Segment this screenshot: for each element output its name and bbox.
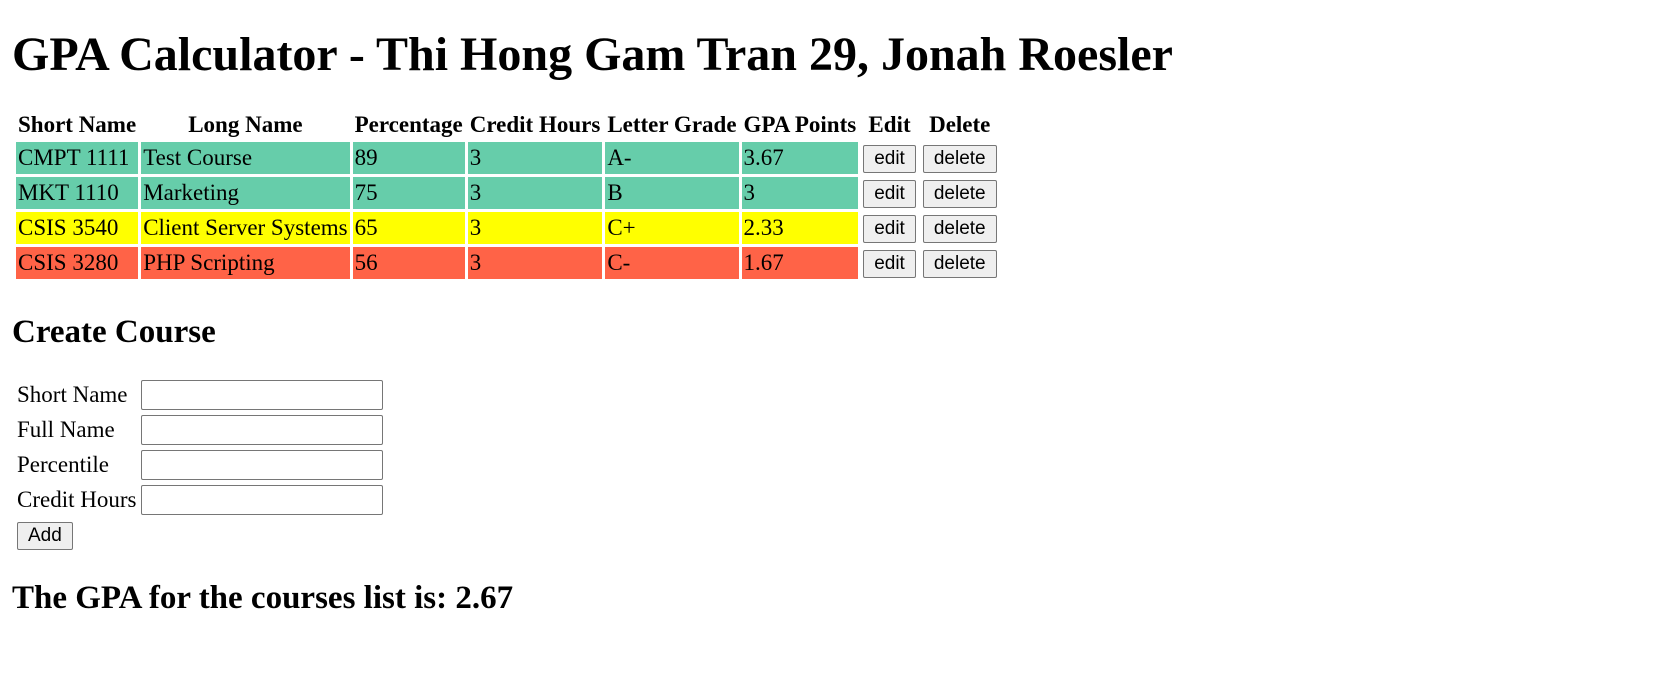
cell-gpa-points: 2.33 (741, 212, 859, 245)
edit-cell: edit (861, 212, 918, 244)
table-row: CSIS 3540 Client Server Systems 65 3 C+ … (16, 212, 999, 245)
delete-button[interactable]: delete (922, 144, 997, 173)
create-course-form: Short Name Full Name Percentile Credit H… (13, 376, 387, 554)
delete-cell: delete (921, 142, 999, 174)
edit-button[interactable]: edit (863, 214, 916, 243)
delete-button[interactable]: delete (922, 214, 997, 243)
delete-button[interactable]: delete (922, 249, 997, 278)
cell-gpa-points: 3 (741, 177, 859, 210)
table-row: CSIS 3280 PHP Scripting 56 3 C- 1.67 edi… (16, 247, 999, 280)
header-delete: Delete (929, 112, 991, 138)
add-button[interactable]: Add (17, 521, 73, 550)
cell-credit-hours: 3 (467, 142, 603, 175)
cell-percentage: 65 (352, 212, 465, 245)
short-name-label: Short Name (17, 382, 128, 408)
edit-cell: edit (861, 142, 918, 174)
cell-percentage: 89 (352, 142, 465, 175)
add-button-cell: Add (16, 519, 137, 551)
cell-long-name: Marketing (141, 177, 350, 210)
cell-gpa-points: 1.67 (741, 247, 859, 280)
header-long-name: Long Name (188, 112, 303, 138)
cell-short-name: CSIS 3280 (16, 247, 139, 280)
gpa-summary: The GPA for the courses list is: 2.67 (12, 580, 514, 617)
credit-hours-input-cell (140, 484, 384, 516)
page-title: GPA Calculator - Thi Hong Gam Tran 29, J… (12, 28, 1173, 81)
cell-gpa-points: 3.67 (741, 142, 859, 175)
header-edit: Edit (868, 112, 911, 138)
table-row: MKT 1110 Marketing 75 3 B 3 edit delete (16, 177, 999, 210)
cell-long-name: Test Course (141, 142, 350, 175)
cell-short-name: MKT 1110 (16, 177, 139, 210)
credit-hours-input[interactable] (141, 485, 384, 516)
edit-cell: edit (861, 177, 918, 209)
cell-long-name: PHP Scripting (141, 247, 350, 280)
table-header-row: Short Name Long Name Percentage Credit H… (16, 111, 999, 139)
form-row-submit: Add (16, 519, 384, 551)
form-row-full-name: Full Name (16, 414, 384, 446)
delete-button[interactable]: delete (922, 179, 997, 208)
edit-button[interactable]: edit (863, 249, 916, 278)
cell-short-name: CMPT 1111 (16, 142, 139, 175)
short-name-input-cell (140, 379, 384, 411)
cell-credit-hours: 3 (467, 177, 603, 210)
cell-letter-grade: C- (605, 247, 739, 280)
cell-letter-grade: B (605, 177, 739, 210)
courses-table: Short Name Long Name Percentage Credit H… (13, 108, 1002, 282)
header-letter-grade: Letter Grade (607, 112, 737, 138)
full-name-input[interactable] (141, 415, 384, 446)
cell-long-name: Client Server Systems (141, 212, 350, 245)
delete-cell: delete (921, 247, 999, 279)
edit-button[interactable]: edit (863, 144, 916, 173)
percentile-label: Percentile (17, 452, 109, 478)
header-short-name: Short Name (18, 112, 137, 138)
cell-short-name: CSIS 3540 (16, 212, 139, 245)
form-row-short-name: Short Name (16, 379, 384, 411)
form-row-percentile: Percentile (16, 449, 384, 481)
create-course-title: Create Course (12, 314, 216, 351)
short-name-input[interactable] (141, 380, 384, 411)
header-credit-hours: Credit Hours (469, 112, 601, 138)
cell-credit-hours: 3 (467, 212, 603, 245)
full-name-input-cell (140, 414, 384, 446)
form-row-credit-hours: Credit Hours (16, 484, 384, 516)
percentile-input[interactable] (141, 450, 384, 481)
edit-button[interactable]: edit (863, 179, 916, 208)
header-percentage: Percentage (354, 112, 463, 138)
edit-cell: edit (861, 247, 918, 279)
cell-letter-grade: A- (605, 142, 739, 175)
credit-hours-label: Credit Hours (17, 487, 137, 513)
cell-percentage: 56 (352, 247, 465, 280)
table-row: CMPT 1111 Test Course 89 3 A- 3.67 edit … (16, 142, 999, 175)
full-name-label: Full Name (17, 417, 115, 443)
cell-letter-grade: C+ (605, 212, 739, 245)
header-gpa-points: GPA Points (743, 112, 857, 138)
cell-percentage: 75 (352, 177, 465, 210)
delete-cell: delete (921, 177, 999, 209)
delete-cell: delete (921, 212, 999, 244)
percentile-input-cell (140, 449, 384, 481)
cell-credit-hours: 3 (467, 247, 603, 280)
